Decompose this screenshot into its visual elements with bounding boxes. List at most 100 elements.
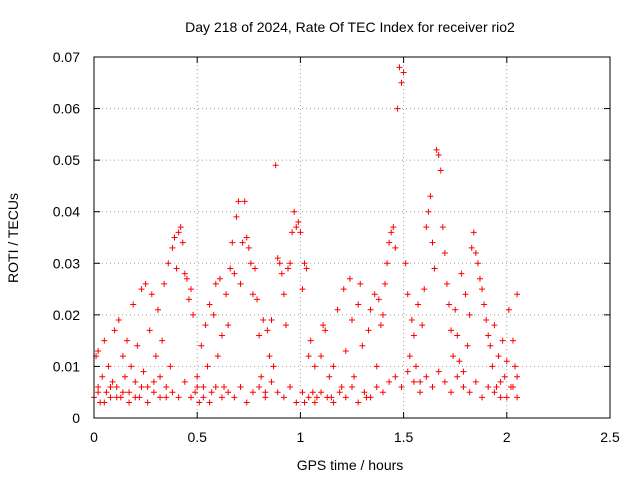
- data-point: [386, 378, 393, 385]
- data-point: [231, 270, 238, 277]
- data-point: [396, 64, 403, 71]
- data-point: [268, 378, 275, 385]
- data-point: [412, 363, 419, 370]
- data-point: [371, 291, 378, 298]
- data-point: [404, 291, 411, 298]
- data-point: [448, 327, 455, 334]
- data-point: [439, 224, 446, 231]
- data-point: [454, 332, 461, 339]
- data-point: [107, 394, 114, 401]
- data-point: [338, 384, 345, 391]
- data-point: [499, 337, 506, 344]
- data-point: [320, 322, 327, 329]
- data-point: [148, 291, 155, 298]
- data-point: [173, 265, 180, 272]
- data-point: [214, 353, 221, 360]
- data-point: [472, 249, 479, 256]
- data-point: [280, 291, 287, 298]
- data-point: [119, 353, 126, 360]
- data-point: [349, 384, 355, 391]
- data-point: [218, 332, 225, 339]
- data-point: [437, 167, 444, 174]
- data-point: [229, 239, 236, 246]
- data-point: [398, 384, 405, 391]
- data-point: [452, 306, 459, 313]
- y-tick-label: 0.05: [53, 152, 80, 168]
- data-point: [95, 389, 102, 396]
- data-point: [408, 317, 415, 324]
- data-point: [200, 394, 207, 401]
- data-point: [138, 384, 145, 391]
- data-point: [181, 378, 188, 385]
- data-point: [495, 353, 502, 360]
- x-axis-label: GPS time / hours: [297, 457, 404, 473]
- data-point: [503, 358, 510, 365]
- data-point: [113, 384, 120, 391]
- data-point: [245, 244, 252, 251]
- data-point: [301, 399, 308, 406]
- data-point: [95, 347, 102, 354]
- data-point: [95, 384, 102, 391]
- data-point: [262, 389, 269, 396]
- data-point: [349, 317, 355, 324]
- data-point: [239, 239, 246, 246]
- y-tick-label: 0.03: [53, 255, 80, 271]
- data-point: [247, 260, 254, 267]
- data-point: [318, 353, 325, 360]
- y-tick-label: 0.02: [53, 307, 80, 323]
- data-point: [121, 373, 128, 380]
- data-point: [266, 353, 273, 360]
- data-point: [375, 296, 382, 303]
- data-point: [479, 286, 486, 293]
- data-point: [126, 399, 133, 406]
- data-point: [429, 239, 436, 246]
- data-point: [202, 322, 209, 329]
- data-point: [227, 265, 234, 272]
- data-point: [365, 327, 372, 334]
- data-point: [103, 389, 110, 396]
- data-point: [243, 234, 250, 241]
- data-point: [373, 384, 380, 391]
- data-point: [334, 306, 341, 313]
- data-point: [433, 146, 440, 153]
- data-point: [423, 373, 430, 380]
- y-axis-label: ROTI / TECUs: [5, 193, 21, 283]
- data-point: [132, 378, 139, 385]
- data-point: [404, 368, 411, 375]
- data-point: [417, 378, 424, 385]
- data-point: [144, 384, 151, 391]
- data-point: [165, 260, 172, 267]
- data-point: [357, 280, 364, 287]
- data-point: [258, 373, 265, 380]
- data-point: [190, 311, 197, 318]
- data-point: [454, 373, 461, 380]
- data-point: [175, 229, 182, 236]
- data-point: [200, 384, 207, 391]
- data-point: [330, 399, 337, 406]
- data-point: [514, 291, 521, 298]
- data-point: [425, 208, 432, 215]
- data-point: [318, 389, 325, 396]
- data-point: [474, 260, 481, 267]
- data-point: [392, 244, 399, 251]
- data-point: [194, 373, 201, 380]
- x-tick-label: 1: [297, 429, 305, 445]
- data-point: [299, 389, 306, 396]
- data-point: [481, 301, 488, 308]
- data-point: [274, 389, 281, 396]
- data-point: [382, 280, 389, 287]
- data-point: [448, 389, 455, 396]
- x-tick-label: 1.5: [394, 429, 414, 445]
- data-point: [287, 384, 294, 391]
- data-point: [491, 322, 498, 329]
- data-point: [466, 389, 473, 396]
- data-point: [509, 384, 516, 391]
- data-point: [196, 399, 203, 406]
- data-point: [287, 260, 294, 267]
- data-point: [161, 280, 168, 287]
- data-point: [249, 291, 256, 298]
- data-point: [336, 389, 343, 396]
- data-point: [441, 378, 448, 385]
- data-point: [330, 363, 337, 370]
- data-point: [233, 213, 240, 220]
